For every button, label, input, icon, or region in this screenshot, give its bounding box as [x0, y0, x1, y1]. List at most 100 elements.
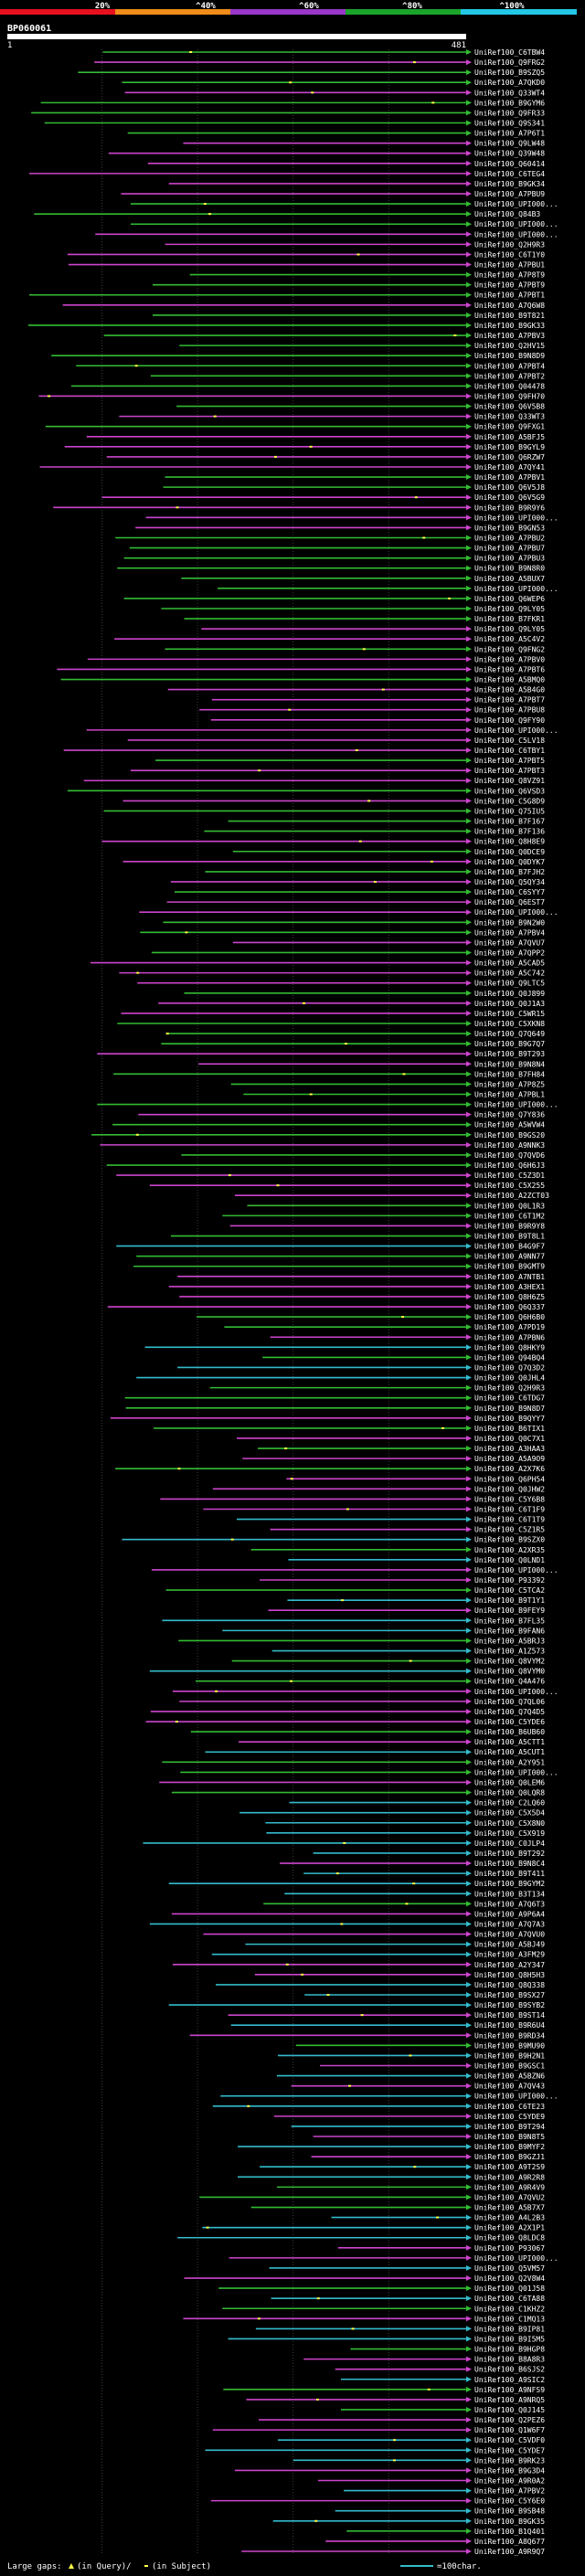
hit-row[interactable]: UniRef100_C5TCA2: [165, 1586, 546, 1595]
hit-row[interactable]: UniRef100_UPI000...: [130, 220, 558, 228]
hit-label[interactable]: UniRef100_A7PBV2: [474, 2487, 545, 2496]
hit-row[interactable]: UniRef100_Q2V8W4: [184, 2274, 545, 2283]
hit-row[interactable]: UniRef100_C5Z1R5: [270, 1526, 546, 1534]
hit-label[interactable]: UniRef100_B9GMT9: [474, 1263, 545, 1271]
hit-row[interactable]: UniRef100_Q01J58: [218, 2284, 545, 2293]
hit-label[interactable]: UniRef100_A2Y951: [474, 1758, 545, 1766]
hit-label[interactable]: UniRef100_UPI000...: [474, 2093, 558, 2101]
hit-row[interactable]: UniRef100_C5LV18: [127, 737, 545, 745]
hit-label[interactable]: UniRef100_A7QVU0: [474, 1931, 545, 1939]
hit-row[interactable]: UniRef100_A7P8T9: [189, 271, 545, 280]
hit-label[interactable]: UniRef100_B9T8L1: [474, 1233, 545, 1241]
hit-label[interactable]: UniRef100_Q7Q649: [474, 1030, 545, 1038]
hit-row[interactable]: UniRef100_B1Q401: [346, 2528, 545, 2536]
hit-row[interactable]: UniRef100_A2X1P1: [202, 2224, 545, 2232]
hit-row[interactable]: UniRef100_Q6EST7: [166, 898, 546, 906]
hit-label[interactable]: UniRef100_C5YDE6: [474, 1718, 545, 1726]
hit-row[interactable]: UniRef100_Q60414: [147, 160, 546, 168]
hit-label[interactable]: UniRef100_A7QV43: [474, 2083, 545, 2091]
hit-label[interactable]: UniRef100_A9R9Q7: [474, 2548, 545, 2556]
hit-row[interactable]: UniRef100_Q7QVD6: [181, 1151, 545, 1160]
hit-row[interactable]: UniRef100_B9HGP8: [350, 2346, 545, 2354]
hit-label[interactable]: UniRef100_A8Q677: [474, 2538, 545, 2546]
hit-label[interactable]: UniRef100_A7PBT9: [474, 281, 545, 290]
hit-label[interactable]: UniRef100_A5C4V2: [474, 635, 545, 643]
hit-row[interactable]: UniRef100_B9T821: [152, 312, 545, 320]
hit-label[interactable]: UniRef100_C0JLP4: [474, 1839, 545, 1848]
hit-label[interactable]: UniRef100_UPI000...: [474, 1688, 558, 1696]
hit-label[interactable]: UniRef100_Q8HKY9: [474, 1343, 545, 1352]
hit-label[interactable]: UniRef100_Q9FRG2: [474, 58, 545, 67]
hit-row[interactable]: UniRef100_A9R9Q7: [241, 2548, 545, 2556]
hit-label[interactable]: UniRef100_Q6VSD3: [474, 787, 545, 795]
hit-label[interactable]: UniRef100_A2ZCT03: [474, 1192, 549, 1200]
hit-label[interactable]: UniRef100_Q33WT4: [474, 89, 545, 97]
hit-row[interactable]: UniRef100_P93067: [337, 2244, 545, 2253]
hit-row[interactable]: UniRef100_C6SYY7: [175, 888, 545, 896]
hit-label[interactable]: UniRef100_A7PBU9: [474, 190, 545, 198]
hit-row[interactable]: UniRef100_Q8Q338: [215, 1981, 545, 1989]
hit-label[interactable]: UniRef100_C6T1Y0: [474, 250, 545, 259]
hit-row[interactable]: UniRef100_Q0JHL4: [136, 1374, 545, 1383]
hit-label[interactable]: UniRef100_A1Z573: [474, 1648, 545, 1656]
hit-row[interactable]: UniRef100_Q33WT3: [119, 413, 545, 421]
hit-row[interactable]: UniRef100_A7Q6W8: [62, 302, 546, 310]
hit-label[interactable]: UniRef100_A7PBT6: [474, 665, 545, 673]
hit-row[interactable]: UniRef100_A9NN77: [136, 1253, 545, 1261]
hit-row[interactable]: UniRef100_A5A9O9: [242, 1455, 545, 1463]
hit-label[interactable]: UniRef100_C6T1F9: [474, 1505, 545, 1513]
hit-label[interactable]: UniRef100_B9H2N1: [474, 2051, 545, 2060]
hit-label[interactable]: UniRef100_A7NTB1: [474, 1273, 545, 1281]
hit-row[interactable]: UniRef100_B8A8R3: [303, 2356, 545, 2364]
hit-label[interactable]: UniRef100_Q7Q3D2: [474, 1363, 545, 1372]
hit-row[interactable]: UniRef100_A9R2R8: [238, 2173, 545, 2181]
hit-row[interactable]: UniRef100_B9GSC1: [319, 2062, 545, 2071]
hit-row[interactable]: UniRef100_B9GYM2: [168, 1880, 546, 1888]
hit-row[interactable]: UniRef100_A7QVU0: [203, 1931, 545, 1939]
hit-label[interactable]: UniRef100_B9GYL9: [474, 443, 545, 451]
hit-label[interactable]: UniRef100_A7PBT7: [474, 696, 545, 705]
hit-row[interactable]: UniRef100_Q6V5B8: [176, 403, 545, 411]
hit-row[interactable]: UniRef100_A7P6T1: [127, 130, 545, 138]
hit-label[interactable]: UniRef100_Q39W48: [474, 150, 545, 158]
hit-row[interactable]: UniRef100_C1MQ13: [183, 2315, 545, 2323]
hit-row[interactable]: UniRef100_A7NTB1: [177, 1273, 545, 1281]
hit-row[interactable]: UniRef100_A5C742: [119, 970, 545, 978]
hit-label[interactable]: UniRef100_B7FJH2: [474, 868, 545, 876]
hit-label[interactable]: UniRef100_C5G8D9: [474, 797, 545, 805]
hit-label[interactable]: UniRef100_Q9FR33: [474, 109, 545, 117]
hit-row[interactable]: UniRef100_Q2H9R3: [209, 1384, 546, 1393]
hit-label[interactable]: UniRef100_B9N8R0: [474, 565, 545, 573]
hit-row[interactable]: UniRef100_A5CAD5: [90, 959, 545, 968]
hit-row[interactable]: UniRef100_A5B7X7: [250, 2204, 546, 2212]
hit-row[interactable]: UniRef100_B9GMT9: [133, 1263, 545, 1271]
hit-row[interactable]: UniRef100_Q2HV15: [179, 342, 545, 350]
hit-row[interactable]: UniRef100_Q9LY05: [201, 625, 545, 633]
hit-row[interactable]: UniRef100_B3T134: [284, 1890, 545, 1898]
hit-label[interactable]: UniRef100_B6UB60: [474, 1728, 545, 1736]
hit-row[interactable]: UniRef100_B9FEY9: [268, 1606, 546, 1615]
hit-label[interactable]: UniRef100_C6SYY7: [474, 888, 545, 896]
hit-row[interactable]: UniRef100_A5BMQ0: [60, 676, 546, 684]
hit-row[interactable]: UniRef100_Q1W6F7: [212, 2426, 545, 2434]
hit-label[interactable]: UniRef100_A2X7K6: [474, 1465, 545, 1473]
hit-label[interactable]: UniRef100_A7PBV0: [474, 655, 545, 663]
hit-row[interactable]: UniRef100_A7PBU2: [115, 534, 545, 542]
hit-row[interactable]: UniRef100_UPI000...: [151, 1566, 558, 1574]
hit-row[interactable]: UniRef100_Q5QY34: [170, 878, 545, 886]
hit-row[interactable]: UniRef100_A7PBT4: [76, 362, 545, 370]
hit-label[interactable]: UniRef100_UPI000...: [474, 514, 558, 522]
hit-row[interactable]: UniRef100_B9GK34: [168, 180, 546, 188]
hit-row[interactable]: UniRef100_A2XR35: [250, 1546, 546, 1554]
hit-label[interactable]: UniRef100_B9FEY9: [474, 1606, 545, 1615]
hit-row[interactable]: UniRef100_B9GS20: [91, 1131, 545, 1140]
hit-row[interactable]: UniRef100_A7PBV4: [140, 928, 545, 937]
hit-label[interactable]: UniRef100_A7PBT1: [474, 292, 545, 300]
hit-row[interactable]: UniRef100_C5X5D4: [239, 1809, 545, 1818]
hit-row[interactable]: UniRef100_Q0J145: [340, 2406, 545, 2414]
hit-row[interactable]: UniRef100_A5B4G0: [167, 686, 546, 694]
hit-row[interactable]: UniRef100_A5CUT1: [205, 1748, 545, 1756]
hit-label[interactable]: UniRef100_B9SX27: [474, 1991, 545, 1999]
hit-row[interactable]: UniRef100_Q6V5J8: [163, 483, 545, 492]
hit-row[interactable]: UniRef100_B9R6U4: [230, 2021, 546, 2030]
